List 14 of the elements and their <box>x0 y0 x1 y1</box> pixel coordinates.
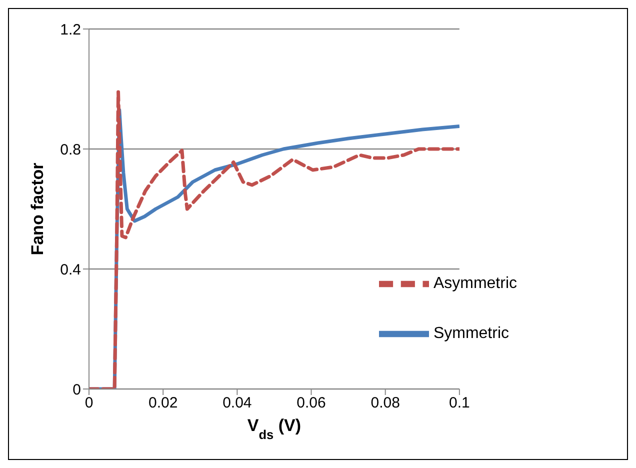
y-tick-label: 0 <box>72 381 81 398</box>
x-tick-label: 0 <box>84 394 94 412</box>
x-tick-label: 0.02 <box>148 394 178 412</box>
y-axis-title: Fano factor <box>28 162 47 256</box>
y-tick-label: 1.2 <box>60 21 81 38</box>
legend-label: Asymmetric <box>433 275 517 292</box>
x-tick-label: 0.08 <box>370 394 400 412</box>
x-axis-title: V$_{ds}$ (V) <box>247 416 302 442</box>
x-tick-label: 0.1 <box>449 394 470 412</box>
x-tick-label: 0.04 <box>222 394 252 412</box>
y-tick-label: 0.8 <box>60 141 81 158</box>
y-tick-label: 0.4 <box>60 261 81 278</box>
x-tick-label: 0.06 <box>296 394 326 412</box>
legend-label: Symmetric <box>433 325 509 342</box>
